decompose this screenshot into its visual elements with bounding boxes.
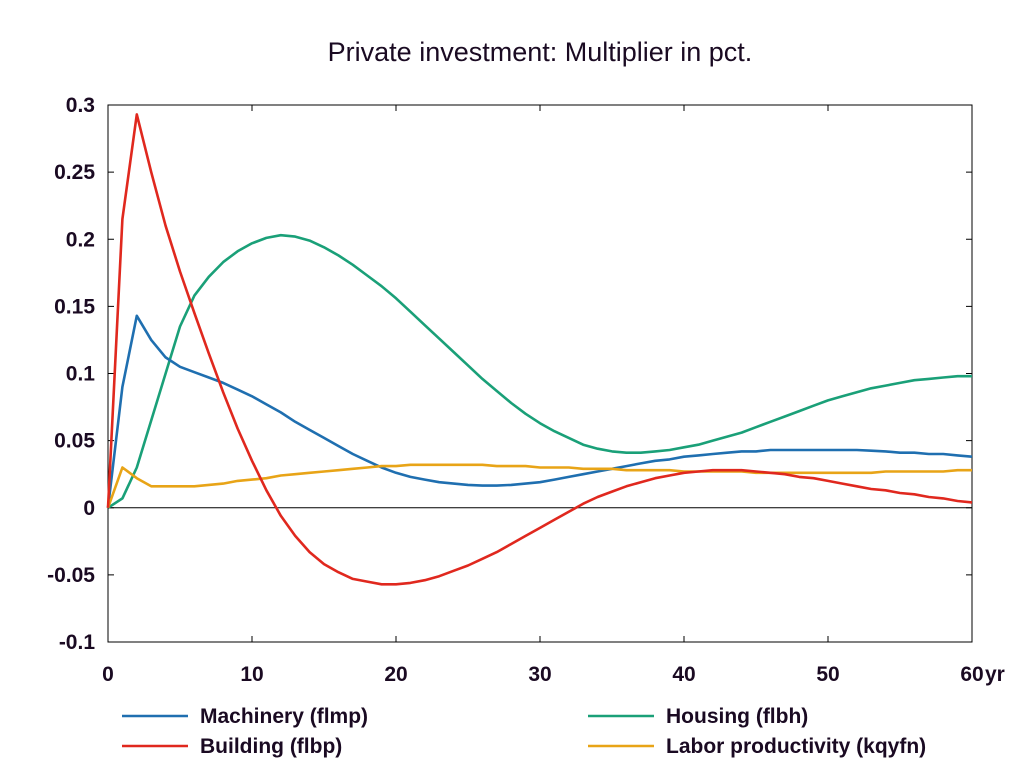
legend-entry-2: Housing (flbh) — [588, 705, 808, 728]
y-tick-label: 0.15 — [54, 295, 95, 318]
legend: Machinery (flmp) Housing (flbh) Building (… — [122, 705, 926, 758]
legend-label: Labor productivity (kqyfn) — [666, 735, 926, 758]
tick-labels: 0.3 0.25 0.2 0.15 0.1 0.05 0 -0.05 -0.1 0 10 20 30 40… — [47, 94, 1005, 686]
chart-title: Private investment: Multiplier in pct. — [328, 37, 753, 67]
legend-label: Machinery (flmp) — [200, 705, 368, 728]
series-line-4 — [106, 463, 972, 509]
legend-label: Housing (flbh) — [666, 705, 808, 728]
legend-entry-1: Machinery (flmp) — [122, 705, 368, 728]
x-tick-label: 10 — [240, 663, 263, 686]
plot-area — [107, 104, 973, 643]
series-lines — [106, 113, 973, 586]
plot-frame — [107, 104, 973, 643]
y-tick-label: 0.1 — [66, 363, 96, 386]
y-tick-label: -0.05 — [47, 564, 95, 587]
x-tick-label: 20 — [384, 663, 407, 686]
legend-entry-3: Building (flbp) — [122, 735, 342, 758]
legend-label: Building (flbp) — [200, 735, 342, 758]
legend-entry-4: Labor productivity (kqyfn) — [588, 735, 926, 758]
x-tick-label: 60 — [960, 663, 983, 686]
y-tick-label: 0.05 — [54, 430, 95, 453]
y-tick-label: 0.2 — [66, 228, 95, 251]
y-tick-label: 0.3 — [66, 94, 95, 117]
series-line-3 — [106, 113, 973, 586]
x-axis-unit: yr — [985, 663, 1005, 686]
series-line-2 — [107, 233, 972, 509]
y-tick-label: 0.25 — [54, 161, 95, 184]
x-tick-label: 30 — [528, 663, 551, 686]
y-tick-label: -0.1 — [59, 631, 96, 654]
x-tick-label: 40 — [672, 663, 695, 686]
series-line-1 — [106, 314, 973, 508]
y-tick-label: 0 — [83, 497, 95, 520]
x-tick-label: 50 — [816, 663, 839, 686]
x-tick-label: 0 — [102, 663, 114, 686]
